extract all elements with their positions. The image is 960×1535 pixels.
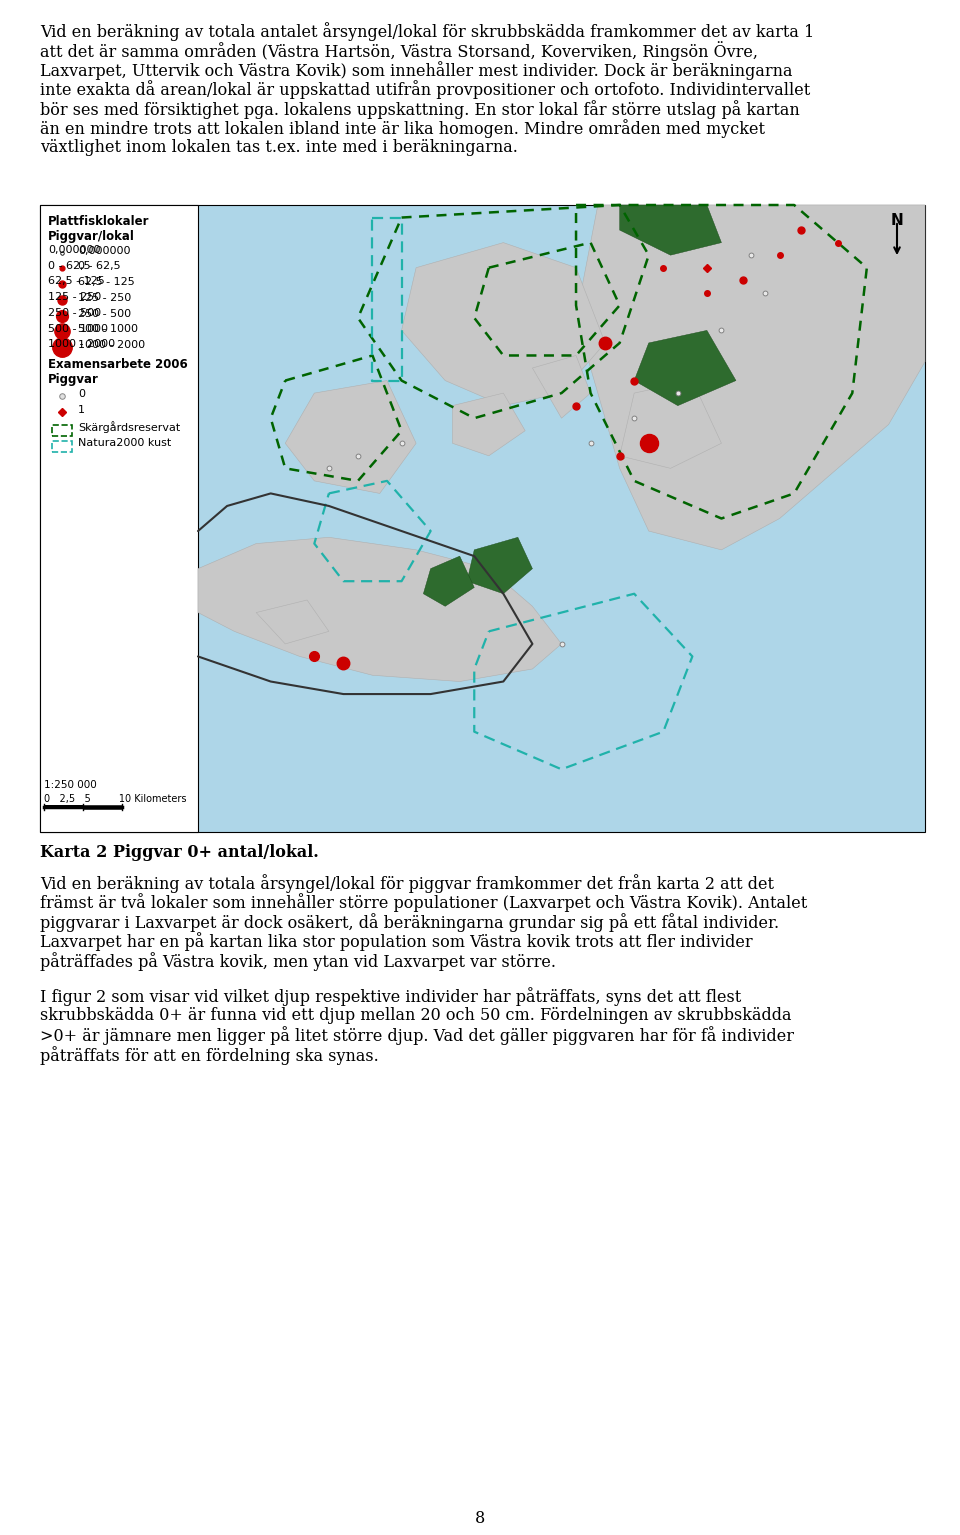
- Text: 500 - 1000: 500 - 1000: [78, 324, 138, 335]
- Polygon shape: [285, 381, 416, 493]
- Text: 1:250 000: 1:250 000: [44, 780, 97, 791]
- Text: Skärgårdsreservat: Skärgårdsreservat: [78, 422, 180, 433]
- Polygon shape: [256, 600, 329, 643]
- Text: 250 - 500: 250 - 500: [78, 309, 132, 319]
- Text: 8: 8: [475, 1510, 485, 1527]
- Text: Natura2000 kust: Natura2000 kust: [78, 437, 171, 448]
- Text: påträffats för att en fördelning ska synas.: påträffats för att en fördelning ska syn…: [40, 1045, 379, 1064]
- Text: Piggvar: Piggvar: [48, 373, 99, 387]
- Text: Vid en beräkning av totala årsyngel/lokal för piggvar framkommer det från karta : Vid en beräkning av totala årsyngel/loka…: [40, 873, 774, 893]
- Text: Laxvarpet har en på kartan lika stor population som Västra kovik trots att fler : Laxvarpet har en på kartan lika stor pop…: [40, 932, 753, 952]
- Text: Vid en beräkning av totala antalet årsyngel/lokal för skrubbskädda framkommer de: Vid en beräkning av totala antalet årsyn…: [40, 21, 814, 41]
- Polygon shape: [423, 556, 474, 606]
- Text: växtlighet inom lokalen tas t.ex. inte med i beräkningarna.: växtlighet inom lokalen tas t.ex. inte m…: [40, 140, 517, 157]
- Text: 0   2,5   5         10 Kilometers: 0 2,5 5 10 Kilometers: [44, 794, 186, 804]
- Bar: [52, 441, 72, 453]
- Polygon shape: [619, 381, 722, 468]
- Bar: [52, 425, 72, 436]
- Polygon shape: [401, 243, 605, 405]
- Bar: [40, 206, 198, 832]
- Text: främst är två lokaler som innehåller större populationer (Laxvarpet och Västra K: främst är två lokaler som innehåller stö…: [40, 893, 807, 912]
- Text: 0 - 62,5: 0 - 62,5: [78, 261, 121, 272]
- Text: bör ses med försiktighet pga. lokalens uppskattning. En stor lokal får större ut: bör ses med försiktighet pga. lokalens u…: [40, 100, 800, 118]
- Text: 0,000000: 0,000000: [48, 244, 101, 255]
- Polygon shape: [619, 206, 722, 255]
- Polygon shape: [635, 330, 736, 405]
- Polygon shape: [533, 356, 590, 418]
- Text: piggvarar i Laxvarpet är dock osäkert, då beräkningarna grundar sig på ett fåtal: piggvarar i Laxvarpet är dock osäkert, d…: [40, 913, 780, 932]
- Text: 125 - 250: 125 - 250: [78, 293, 132, 302]
- Text: 1000 - 2000: 1000 - 2000: [48, 339, 115, 350]
- Text: Examensarbete 2006: Examensarbete 2006: [48, 359, 188, 371]
- Text: Plattfisklokaler: Plattfisklokaler: [48, 215, 150, 229]
- Text: att det är samma områden (Västra Hartsön, Västra Storsand, Koverviken, Ringsön Ö: att det är samma områden (Västra Hartsön…: [40, 41, 758, 61]
- Text: 1000 - 2000: 1000 - 2000: [78, 341, 145, 350]
- Text: än en mindre trots att lokalen ibland inte är lika homogen. Mindre områden med m: än en mindre trots att lokalen ibland in…: [40, 120, 765, 138]
- Text: påträffades på Västra kovik, men ytan vid Laxvarpet var större.: påträffades på Västra kovik, men ytan vi…: [40, 952, 556, 972]
- Text: Laxvarpet, Uttervik och Västra Kovik) som innehåller mest individer. Dock är ber: Laxvarpet, Uttervik och Västra Kovik) so…: [40, 61, 793, 80]
- Text: Piggvar/lokal: Piggvar/lokal: [48, 230, 134, 243]
- Text: 500 - 1000: 500 - 1000: [48, 324, 108, 333]
- Text: 0: 0: [78, 390, 85, 399]
- Text: 1: 1: [78, 405, 85, 414]
- Polygon shape: [467, 537, 533, 594]
- Text: >0+ är jämnare men ligger på litet större djup. Vad det gäller piggvaren har för: >0+ är jämnare men ligger på litet störr…: [40, 1025, 794, 1045]
- Text: 250 - 500: 250 - 500: [48, 307, 101, 318]
- Bar: [40, 206, 925, 832]
- Text: Karta 2 Piggvar 0+ antal/lokal.: Karta 2 Piggvar 0+ antal/lokal.: [40, 844, 319, 861]
- Polygon shape: [198, 537, 562, 682]
- Text: inte exakta då arean/lokal är uppskattad utifrån provpositioner och ortofoto. In: inte exakta då arean/lokal är uppskattad…: [40, 80, 810, 100]
- Text: I figur 2 som visar vid vilket djup respektive individer har påträffats, syns de: I figur 2 som visar vid vilket djup resp…: [40, 987, 741, 1005]
- Text: 62,5 - 125: 62,5 - 125: [48, 276, 105, 286]
- Text: 0 - 62,5: 0 - 62,5: [48, 261, 90, 270]
- Polygon shape: [452, 393, 525, 456]
- Polygon shape: [576, 206, 925, 550]
- Text: skrubbskädda 0+ är funna vid ett djup mellan 20 och 50 cm. Fördelningen av skrub: skrubbskädda 0+ är funna vid ett djup me…: [40, 1007, 791, 1024]
- Text: N: N: [891, 213, 903, 229]
- Text: 0,000000: 0,000000: [78, 246, 131, 256]
- Text: 62,5 - 125: 62,5 - 125: [78, 278, 134, 287]
- Text: 125 - 250: 125 - 250: [48, 292, 101, 302]
